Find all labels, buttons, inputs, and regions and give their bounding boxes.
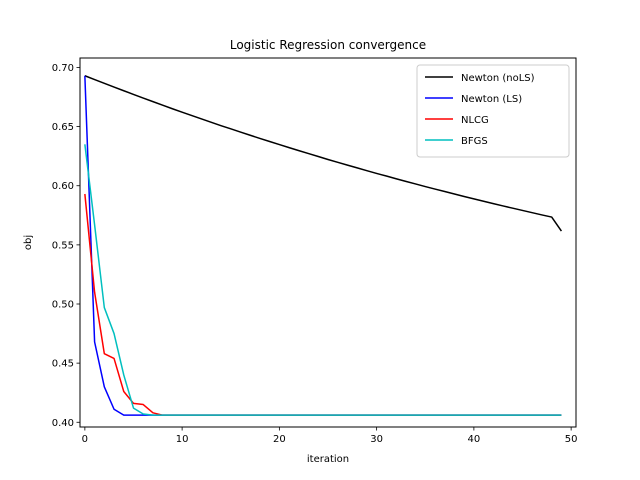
series-line-3 [84,144,562,416]
y-tick-label: 0.55 [52,240,74,251]
legend-label: NLCG [461,115,489,126]
x-tick-label: 20 [273,434,286,445]
y-axis-ticks: 0.40 0.45 0.50 0.55 0.60 0.65 0.70 [52,63,80,429]
x-tick-label: 0 [82,434,88,445]
x-tick-label: 30 [370,434,383,445]
series-layer [84,75,563,416]
axes-frame [79,57,577,428]
x-tick-label: 40 [468,434,481,445]
legend-box [416,64,570,158]
y-tick-label: 0.45 [52,359,74,370]
legend-label: Newton (LS) [461,94,522,105]
legend: Newton (noLS) Newton (LS) NLCG BFGS [416,64,570,158]
x-tick-label: 10 [176,434,189,445]
y-tick-label: 0.50 [52,300,74,311]
series-line-0 [84,75,563,232]
x-tick-label: 50 [565,434,578,445]
x-axis-label: iteration [307,454,349,465]
y-tick-label: 0.70 [52,63,74,74]
x-axis-ticks: 0 10 20 30 40 50 [82,427,578,445]
y-tick-label: 0.65 [52,122,74,133]
y-axis-label: obj [23,235,34,250]
y-tick-label: 0.60 [52,181,74,192]
chart-title: Logistic Regression convergence [230,38,426,52]
y-tick-label: 0.40 [52,418,74,429]
legend-label: BFGS [461,136,488,147]
legend-label: Newton (noLS) [461,73,535,84]
